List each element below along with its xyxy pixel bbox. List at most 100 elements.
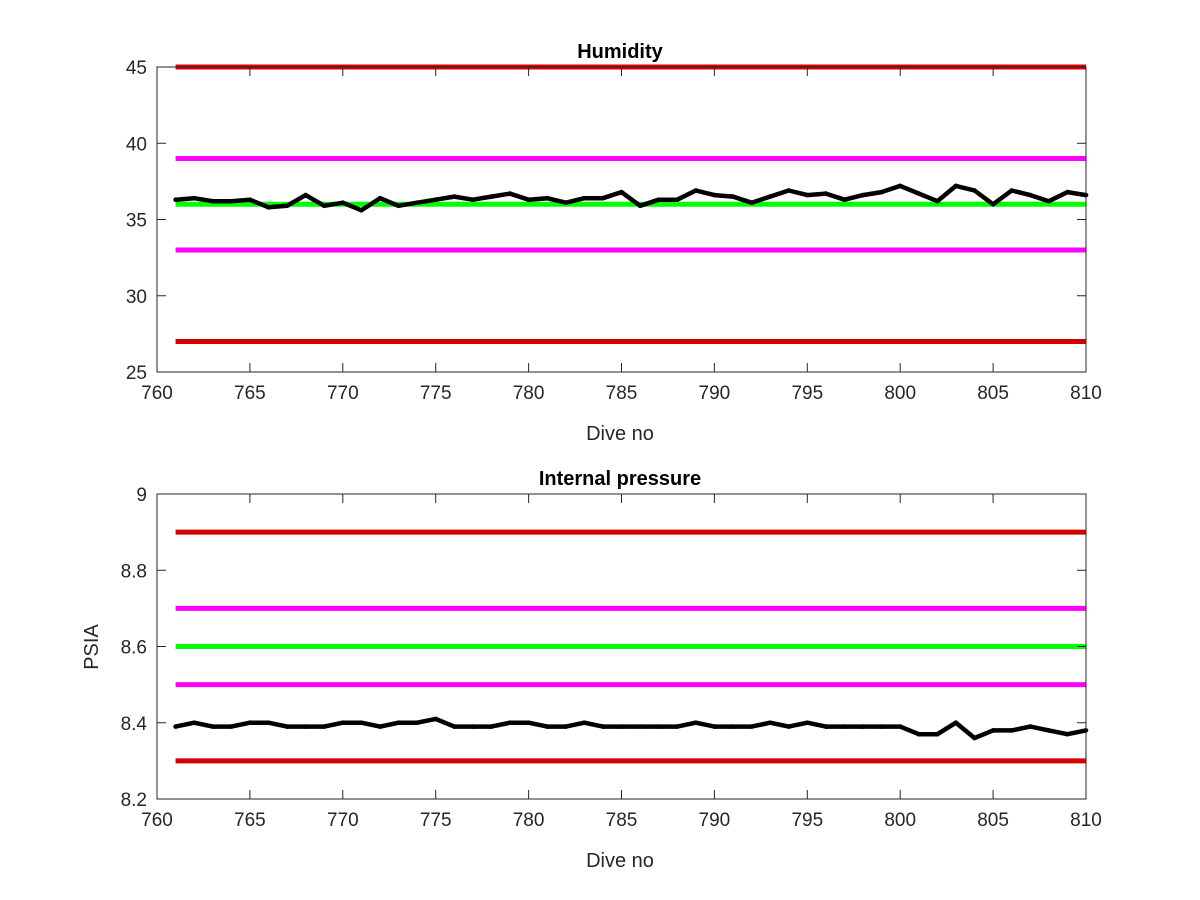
data-point <box>507 720 513 725</box>
data-point <box>563 724 569 729</box>
data-point <box>284 203 290 209</box>
x-tick-label: 800 <box>884 810 916 831</box>
chart-title: Humidity <box>577 41 663 63</box>
data-point <box>637 203 643 209</box>
data-point <box>1046 198 1052 204</box>
data-point <box>191 720 197 725</box>
data-point <box>730 724 736 729</box>
data-point <box>489 724 494 729</box>
data-series-line <box>175 716 1087 741</box>
data-point <box>340 720 346 725</box>
y-tick-label: 40 <box>126 134 147 155</box>
data-point <box>693 188 699 193</box>
data-point <box>1028 724 1033 729</box>
data-point <box>823 724 829 729</box>
data-point <box>229 198 234 204</box>
data-point <box>600 195 606 201</box>
data-point <box>210 724 215 729</box>
x-tick-label: 790 <box>699 383 731 404</box>
data-point <box>284 724 290 729</box>
data-point <box>879 189 884 195</box>
x-tick-label: 765 <box>234 383 266 404</box>
data-point <box>303 192 308 198</box>
data-point <box>1009 728 1014 733</box>
data-point <box>377 724 383 729</box>
y-tick-label: 8.2 <box>121 790 147 811</box>
x-axis-label: Dive no <box>586 423 654 445</box>
data-point <box>359 720 364 725</box>
data-point <box>1028 192 1033 198</box>
data-point <box>1065 189 1070 195</box>
x-tick-label: 795 <box>791 810 823 831</box>
data-point <box>656 724 661 729</box>
x-axis-label: Dive no <box>586 850 654 872</box>
data-point <box>489 194 494 199</box>
y-axis-label: PSIA <box>81 624 103 670</box>
x-tick-label: 810 <box>1070 810 1102 831</box>
data-point <box>173 197 178 202</box>
data-point <box>433 197 439 202</box>
x-tick-label: 765 <box>234 810 266 831</box>
data-point <box>693 720 699 725</box>
data-point <box>842 197 847 202</box>
data-point <box>767 720 773 725</box>
x-tick-label: 805 <box>977 383 1009 404</box>
x-tick-label: 780 <box>513 810 545 831</box>
data-point <box>972 188 977 193</box>
data-point <box>452 724 457 729</box>
data-point <box>303 724 308 729</box>
data-point <box>191 195 197 201</box>
data-point <box>507 191 513 196</box>
x-tick-label: 805 <box>977 810 1009 831</box>
x-tick-label: 770 <box>327 810 359 831</box>
data-point <box>656 197 661 202</box>
x-tick-label: 810 <box>1070 383 1102 404</box>
y-tick-label: 8.6 <box>121 638 147 659</box>
x-tick-label: 760 <box>141 810 173 831</box>
x-tick-label: 795 <box>791 383 823 404</box>
data-point <box>377 195 383 201</box>
data-point <box>916 731 922 737</box>
y-tick-label: 9 <box>136 485 147 506</box>
data-point <box>210 198 215 204</box>
data-point <box>879 724 884 729</box>
x-tick-label: 775 <box>420 810 452 831</box>
data-point <box>582 720 587 725</box>
data-point <box>674 197 680 202</box>
x-tick-label: 785 <box>606 383 638 404</box>
y-tick-label: 30 <box>126 287 147 308</box>
data-point <box>414 200 420 205</box>
data-point <box>470 724 476 729</box>
data-point <box>749 200 754 205</box>
data-point <box>897 724 903 729</box>
chart-title: Internal pressure <box>539 468 701 490</box>
data-point <box>266 720 271 725</box>
y-tick-label: 25 <box>126 363 147 384</box>
data-point <box>582 195 587 201</box>
data-point <box>600 724 606 729</box>
data-point <box>637 724 643 729</box>
data-point <box>897 183 903 189</box>
data-point <box>470 197 476 202</box>
data-point <box>229 724 234 729</box>
data-point <box>990 202 996 207</box>
data-point <box>712 192 717 198</box>
data-point <box>935 198 940 204</box>
data-point <box>990 728 996 733</box>
data-point <box>526 720 531 725</box>
x-tick-label: 790 <box>699 810 731 831</box>
x-tick-label: 785 <box>606 810 638 831</box>
data-point <box>823 191 829 196</box>
data-point <box>396 720 401 725</box>
x-tick-label: 770 <box>327 383 359 404</box>
data-point <box>730 194 736 199</box>
data-point <box>767 194 773 199</box>
data-point <box>563 200 569 205</box>
internal-pressure-chart: Internal pressure Dive no PSIA 760 765 770… <box>81 468 1102 872</box>
y-tick-label: 8.8 <box>121 561 147 582</box>
data-point <box>526 197 531 202</box>
data-point <box>860 192 866 198</box>
data-point <box>266 205 271 210</box>
data-point <box>953 720 959 725</box>
